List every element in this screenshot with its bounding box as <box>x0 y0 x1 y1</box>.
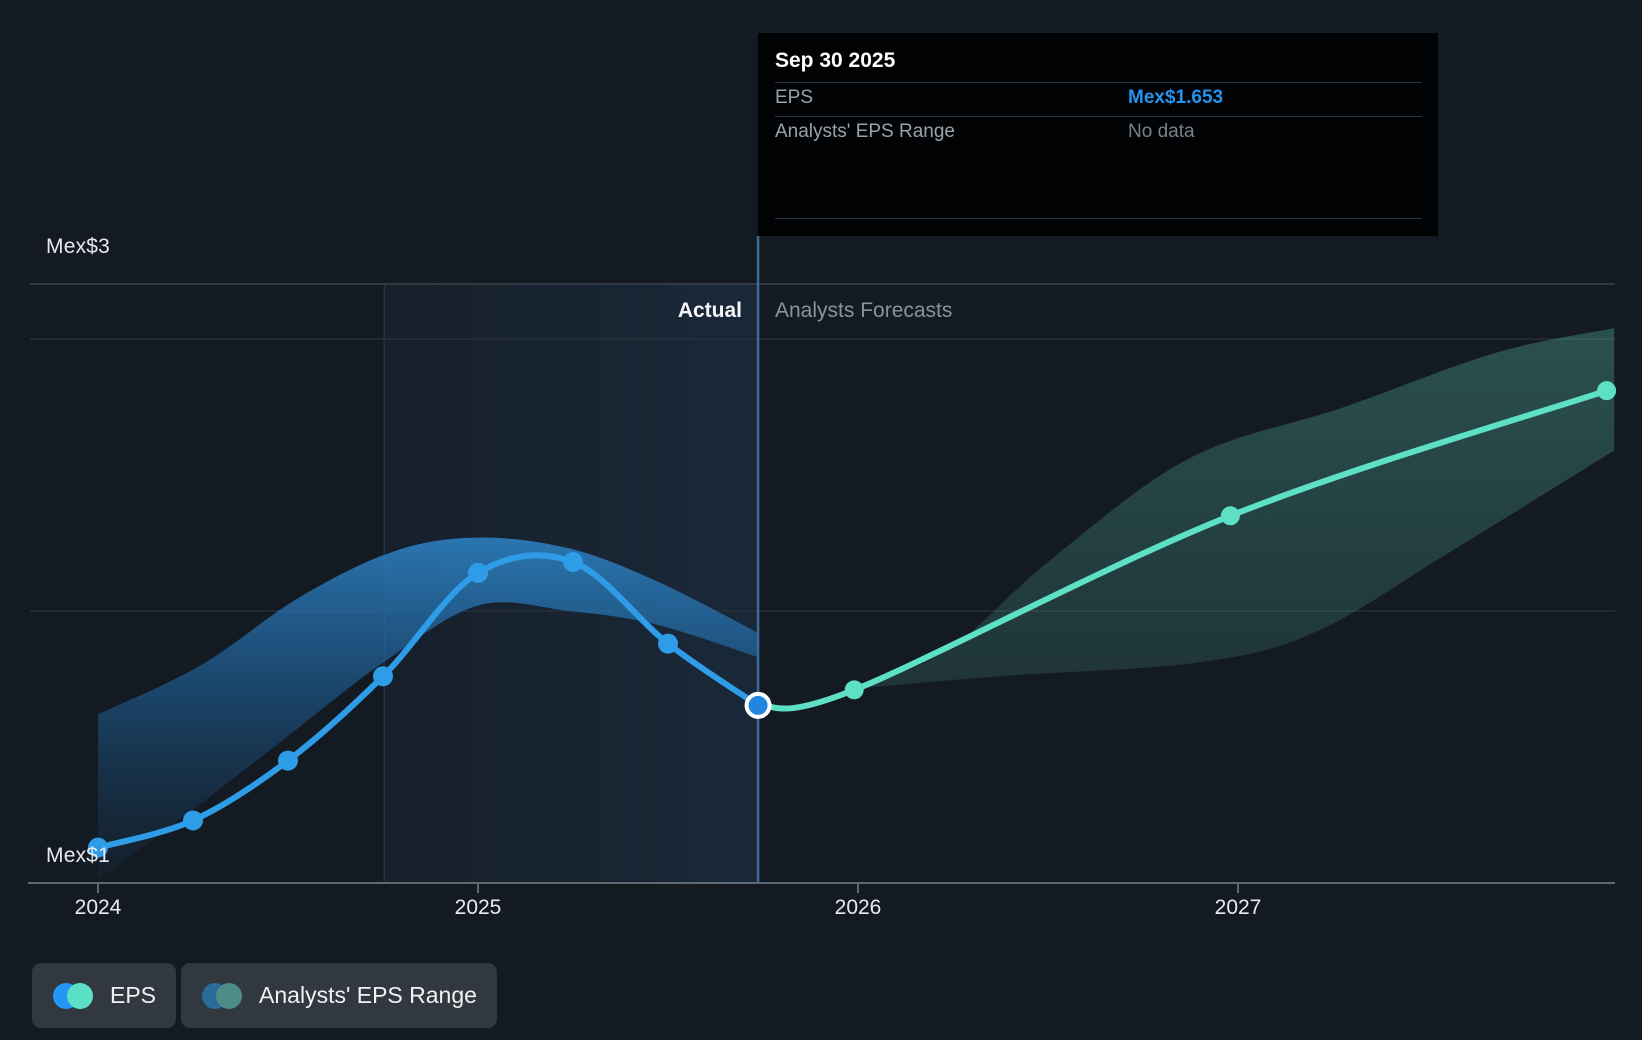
tooltip-date: Sep 30 2025 <box>775 49 896 72</box>
tooltip-divider <box>775 218 1422 219</box>
tooltip-eps-value: Mex$1.653 <box>1128 87 1224 108</box>
x-axis-label-2026: 2026 <box>834 896 882 919</box>
tooltip-eps-label: EPS <box>775 87 814 108</box>
legend-label-analysts-range: Analysts' EPS Range <box>259 982 477 1008</box>
tooltip-range-value: No data <box>1128 121 1195 142</box>
forecast-eps-line <box>755 387 1610 712</box>
forecast-data-point-dot[interactable] <box>1220 506 1240 526</box>
forecast-data-point-dot[interactable] <box>844 680 864 700</box>
actual-data-point-dot[interactable] <box>88 837 108 858</box>
legend-item-analysts-range[interactable]: Analysts' EPS Range <box>181 963 497 1028</box>
eps-legend-dots-icon <box>53 982 93 1009</box>
range-legend-dots-icon <box>202 982 243 1009</box>
legend-item-eps[interactable]: EPS <box>32 963 177 1028</box>
tooltip-divider <box>775 116 1422 117</box>
actual-data-point-dot[interactable] <box>658 633 678 654</box>
x-axis-label-2025: 2025 <box>454 896 502 919</box>
selected-point-dot[interactable] <box>744 691 772 719</box>
actual-data-point-dot[interactable] <box>183 810 203 831</box>
eps-dot-teal <box>67 982 93 1009</box>
y-axis-label-top: Mex$3 <box>46 235 111 258</box>
actual-eps-line <box>95 552 762 851</box>
actual-data-point-dot[interactable] <box>468 562 488 583</box>
forecast-data-point-dot[interactable] <box>1597 381 1617 401</box>
section-label-actual: Actual <box>677 299 742 322</box>
x-axis-label-2024: 2024 <box>74 896 122 919</box>
actual-data-point-dot[interactable] <box>563 552 583 573</box>
actual-data-point-dot[interactable] <box>373 666 393 687</box>
actual-data-point-dot[interactable] <box>278 750 298 771</box>
legend-label-eps: EPS <box>110 982 157 1008</box>
tooltip-divider <box>775 82 1422 83</box>
tooltip-range-label: Analysts' EPS Range <box>775 121 955 142</box>
x-axis-label-2027: 2027 <box>1214 896 1262 919</box>
chart-legend: EPS Analysts' EPS Range <box>32 963 497 1028</box>
range-dot-teal <box>216 982 243 1009</box>
chart-tooltip: Sep 30 2025 EPS Mex$1.653 Analysts' EPS … <box>758 33 1438 236</box>
actual-eps-range-band <box>98 537 759 881</box>
section-label-forecast: Analysts Forecasts <box>775 299 953 322</box>
y-axis-label-bottom: Mex$1 <box>46 844 111 867</box>
